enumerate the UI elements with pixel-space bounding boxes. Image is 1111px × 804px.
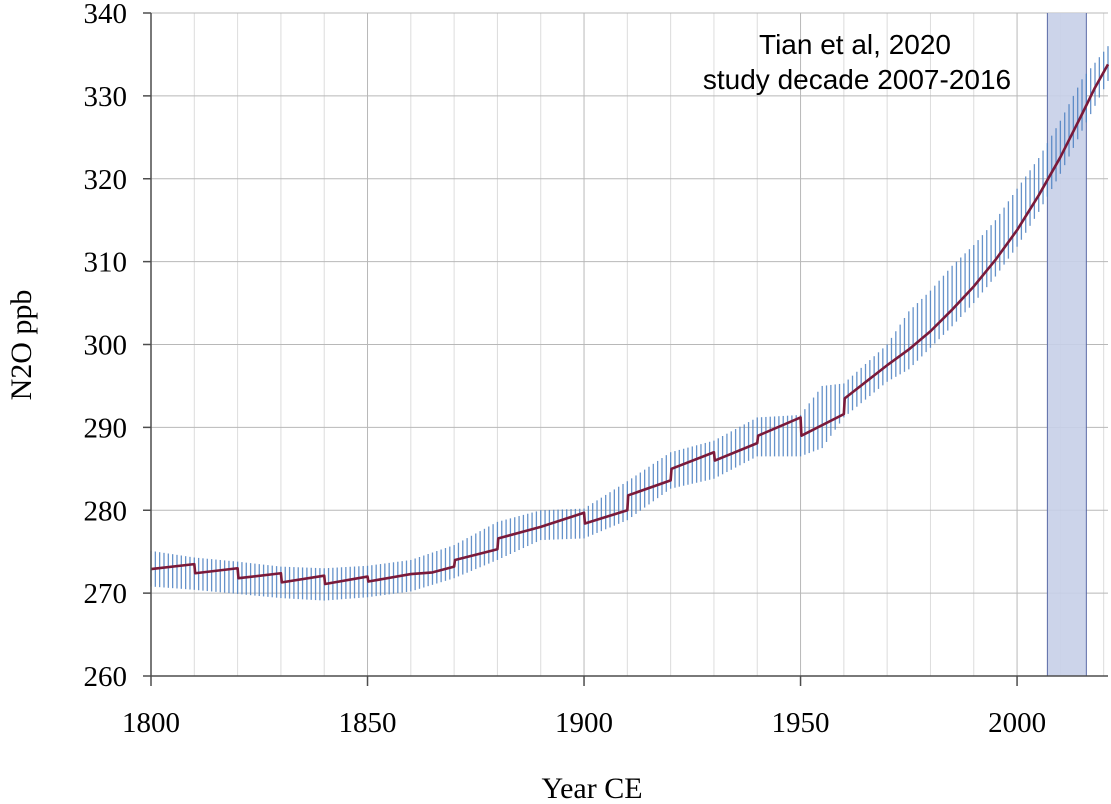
uncertainty-band-layer (150, 46, 1109, 601)
x-tick-label: 1900 (555, 707, 613, 739)
x-tick-label: 1950 (772, 707, 830, 739)
y-tick-label: 330 (84, 81, 128, 113)
annotation-citation: Tian et al, 2020 (759, 29, 951, 60)
grid-layer (150, 12, 1108, 677)
series-line-0 (150, 63, 1110, 586)
x-axis-title: Year CE (541, 772, 642, 804)
axis-layer (143, 12, 1108, 686)
y-tick-label: 260 (84, 661, 128, 693)
y-axis-title: N2O ppb (5, 290, 38, 401)
x-tick-label: 1850 (339, 707, 397, 739)
x-tick-label: 1800 (122, 707, 180, 739)
y-tick-label: 340 (84, 0, 128, 30)
study-period-shade (1047, 13, 1087, 676)
y-tick-label: 290 (84, 412, 128, 444)
tick-label-layer: 1800 1850 1900 1950 2000 260 270 280 290 300 310 32… (84, 0, 1047, 739)
series-line-layer (150, 63, 1110, 586)
y-tick-label: 310 (84, 247, 128, 279)
study-period-layer (1046, 13, 1087, 676)
y-tick-label: 270 (84, 578, 128, 610)
x-tick-label: 2000 (988, 707, 1046, 739)
y-tick-label: 320 (84, 164, 128, 196)
annotation-study-decade: study decade 2007-2016 (703, 64, 1011, 95)
y-tick-label: 280 (84, 495, 128, 527)
y-tick-label: 300 (84, 330, 128, 362)
